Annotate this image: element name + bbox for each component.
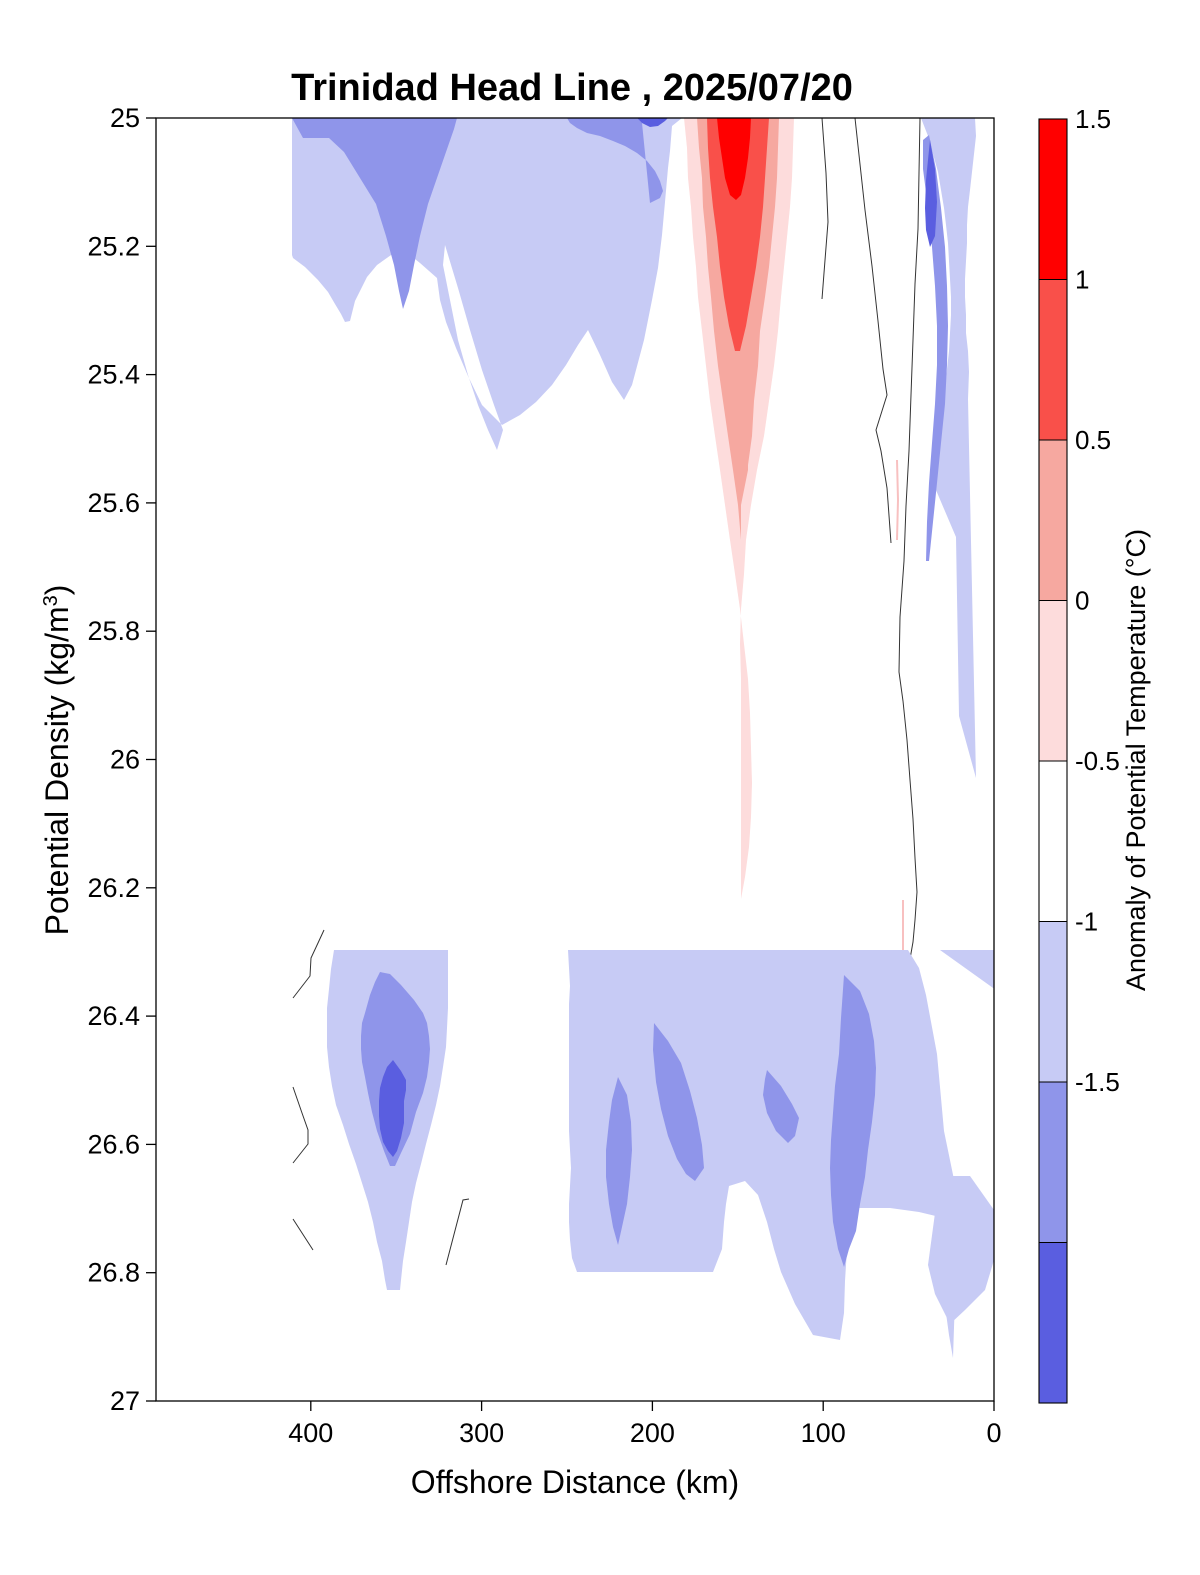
svg-text:Trinidad Head Line , 2025/07/2: Trinidad Head Line , 2025/07/20 — [291, 67, 853, 109]
svg-text:300: 300 — [459, 1418, 504, 1448]
svg-text:26.2: 26.2 — [87, 873, 140, 903]
svg-text:Anomaly of Potential Temperatu: Anomaly of Potential Temperature (°C) — [1121, 529, 1151, 991]
svg-text:26.4: 26.4 — [87, 1001, 140, 1031]
svg-text:-0.5: -0.5 — [1075, 746, 1120, 776]
svg-text:25.6: 25.6 — [87, 488, 140, 518]
svg-text:0: 0 — [986, 1418, 1001, 1448]
svg-text:25.4: 25.4 — [87, 360, 140, 390]
svg-text:200: 200 — [630, 1418, 675, 1448]
svg-text:Offshore Distance (km): Offshore Distance (km) — [411, 1464, 739, 1500]
svg-text:400: 400 — [288, 1418, 333, 1448]
svg-text:26: 26 — [110, 745, 140, 775]
svg-text:-1.5: -1.5 — [1075, 1067, 1120, 1097]
svg-text:100: 100 — [801, 1418, 846, 1448]
svg-text:25.8: 25.8 — [87, 616, 140, 646]
svg-text:25.2: 25.2 — [87, 231, 140, 261]
svg-text:1.5: 1.5 — [1075, 104, 1111, 134]
svg-text:-1: -1 — [1075, 907, 1098, 937]
svg-text:Potential Density (kg/m3): Potential Density (kg/m3) — [39, 585, 75, 936]
svg-text:0: 0 — [1075, 586, 1089, 616]
svg-text:0.5: 0.5 — [1075, 425, 1111, 455]
svg-text:26.6: 26.6 — [87, 1129, 140, 1159]
svg-text:26.8: 26.8 — [87, 1258, 140, 1288]
svg-text:1: 1 — [1075, 265, 1089, 295]
svg-text:27: 27 — [110, 1386, 140, 1416]
svg-text:25: 25 — [110, 103, 140, 133]
